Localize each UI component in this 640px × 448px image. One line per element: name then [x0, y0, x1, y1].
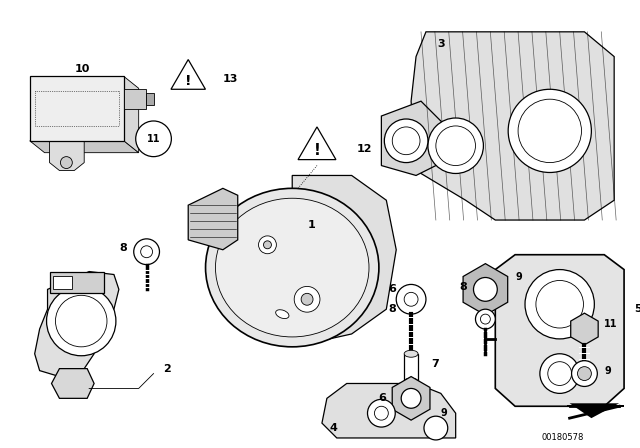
Polygon shape: [51, 369, 94, 398]
Text: 6: 6: [378, 393, 387, 403]
Circle shape: [134, 239, 159, 265]
Text: 1: 1: [308, 220, 316, 230]
Polygon shape: [292, 176, 396, 344]
Bar: [124, 89, 146, 109]
Circle shape: [436, 126, 476, 166]
Text: 12: 12: [356, 144, 372, 154]
Bar: [566, 405, 624, 407]
Text: 10: 10: [74, 65, 90, 74]
Ellipse shape: [205, 188, 379, 347]
Text: 9: 9: [515, 272, 522, 283]
Polygon shape: [381, 101, 451, 176]
Text: 13: 13: [223, 74, 238, 84]
Circle shape: [396, 284, 426, 314]
Polygon shape: [571, 313, 598, 345]
Text: 3: 3: [437, 39, 445, 49]
Polygon shape: [392, 377, 430, 420]
Bar: [52, 276, 72, 289]
Polygon shape: [171, 60, 205, 89]
Circle shape: [385, 119, 428, 163]
Text: 8: 8: [460, 282, 468, 293]
Polygon shape: [298, 127, 336, 159]
Circle shape: [481, 314, 490, 324]
Circle shape: [540, 354, 579, 393]
Ellipse shape: [404, 350, 418, 357]
Circle shape: [428, 118, 483, 173]
Polygon shape: [35, 271, 119, 377]
Polygon shape: [463, 263, 508, 315]
Circle shape: [508, 89, 591, 172]
Text: 8: 8: [119, 243, 127, 253]
Text: 00180578: 00180578: [541, 434, 584, 443]
Text: 5: 5: [634, 304, 640, 314]
Text: 11: 11: [604, 319, 618, 329]
Circle shape: [392, 127, 420, 155]
Circle shape: [548, 362, 572, 385]
Polygon shape: [188, 188, 237, 250]
Circle shape: [404, 293, 418, 306]
Circle shape: [60, 157, 72, 168]
Circle shape: [259, 236, 276, 254]
Bar: [404, 354, 418, 382]
Circle shape: [47, 286, 116, 356]
Text: 11: 11: [147, 134, 160, 144]
Circle shape: [374, 406, 388, 420]
Text: !: !: [185, 74, 191, 88]
Circle shape: [476, 309, 495, 329]
Circle shape: [518, 99, 582, 163]
Circle shape: [572, 361, 597, 387]
Polygon shape: [124, 77, 139, 153]
Polygon shape: [495, 255, 624, 406]
Bar: [49, 271, 104, 293]
Circle shape: [525, 270, 595, 339]
Text: 4: 4: [330, 423, 338, 433]
Circle shape: [141, 246, 152, 258]
Circle shape: [294, 286, 320, 312]
Circle shape: [136, 121, 172, 157]
Circle shape: [424, 416, 448, 440]
Circle shape: [577, 366, 591, 380]
Polygon shape: [411, 32, 614, 220]
Circle shape: [536, 280, 584, 328]
Circle shape: [56, 295, 107, 347]
Text: 9: 9: [604, 366, 611, 375]
Text: 2: 2: [163, 364, 171, 374]
Text: 9: 9: [441, 408, 447, 418]
Ellipse shape: [276, 310, 289, 319]
Text: !: !: [314, 143, 321, 159]
Circle shape: [367, 399, 396, 427]
Text: 6: 6: [388, 284, 396, 294]
Ellipse shape: [216, 198, 369, 337]
Polygon shape: [322, 383, 456, 438]
Polygon shape: [49, 141, 84, 171]
Polygon shape: [29, 141, 139, 153]
Text: 8: 8: [388, 304, 396, 314]
Text: 7: 7: [431, 359, 438, 369]
Polygon shape: [570, 403, 619, 418]
Ellipse shape: [404, 378, 418, 385]
Circle shape: [301, 293, 313, 305]
Bar: [146, 93, 154, 105]
Bar: [29, 77, 124, 141]
Circle shape: [264, 241, 271, 249]
Circle shape: [474, 277, 497, 301]
Circle shape: [401, 388, 421, 408]
